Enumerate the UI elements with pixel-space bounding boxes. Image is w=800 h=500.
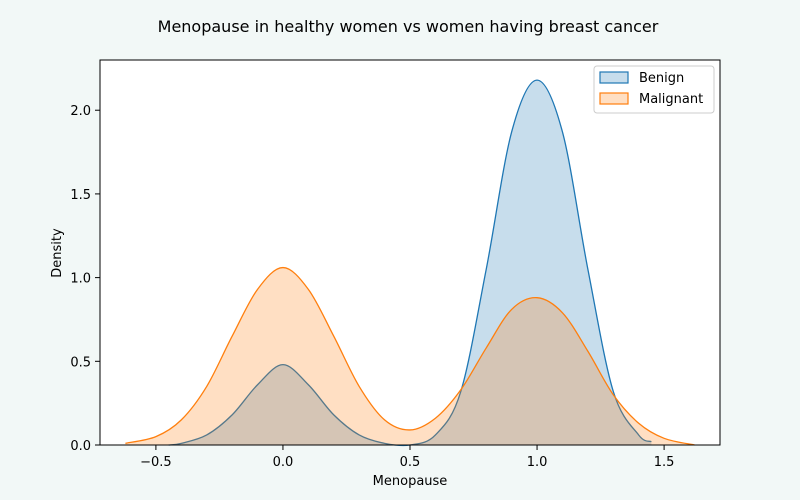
legend-swatch-benign (599, 71, 629, 84)
legend-label-malignant: Malignant (639, 92, 703, 107)
tick-layer: −0.5 0.0 0.5 1.0 1.5 0.0 0.5 1.0 1.5 2.0 (70, 104, 674, 470)
legend-swatch-malignant (599, 92, 629, 105)
x-tick-label: 1.0 (527, 455, 548, 470)
y-axis-label: Density (50, 228, 65, 278)
series-area-benign (168, 80, 652, 446)
legend: Benign Malignant (593, 65, 715, 114)
series-area-malignant (125, 267, 695, 445)
y-tick-label: 0.5 (70, 355, 91, 370)
y-tick-label: 1.0 (70, 272, 91, 287)
x-tick-label: 0.5 (400, 455, 421, 470)
series-line-benign (168, 79, 652, 447)
y-tick-label: 0.0 (70, 439, 91, 454)
series-line-malignant (125, 266, 695, 446)
plot-area (100, 60, 720, 445)
y-tick-label: 2.0 (70, 104, 91, 119)
chart-title: Menopause in healthy women vs women havi… (158, 17, 659, 36)
x-axis-label: Menopause (373, 474, 448, 489)
x-tick-label: −0.5 (140, 455, 172, 470)
legend-label-benign: Benign (639, 71, 684, 86)
y-tick-label: 1.5 (70, 188, 91, 203)
series-layer (125, 79, 695, 447)
plot-frame (99, 59, 721, 446)
legend-box (593, 65, 715, 114)
x-tick-label: 1.5 (654, 455, 675, 470)
x-tick-label: 0.0 (273, 455, 294, 470)
